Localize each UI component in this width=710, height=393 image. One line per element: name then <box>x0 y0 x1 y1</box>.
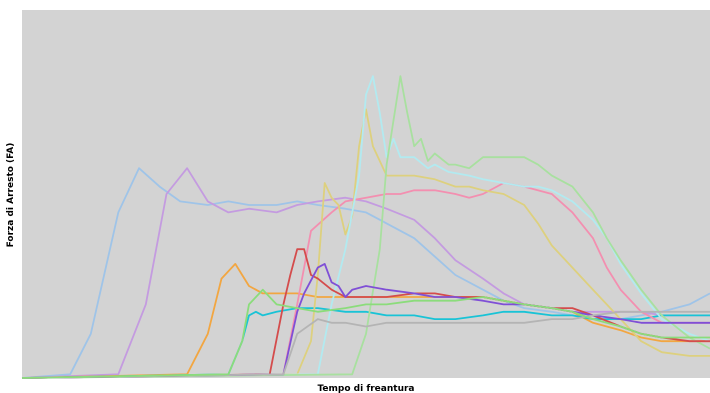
series-line-6 <box>21 108 710 379</box>
x-axis-title: Tempo di freantura <box>317 384 414 393</box>
series-line-8 <box>21 75 710 379</box>
series-line-3 <box>21 262 710 379</box>
series-line-10 <box>21 262 710 379</box>
series-line-5 <box>21 182 710 379</box>
series-line-12 <box>21 288 710 379</box>
y-axis-title: Forza di Arresto (FA) <box>6 143 16 248</box>
series-line-2 <box>21 167 710 379</box>
series-layer <box>21 75 710 379</box>
series-line-11 <box>21 310 710 379</box>
